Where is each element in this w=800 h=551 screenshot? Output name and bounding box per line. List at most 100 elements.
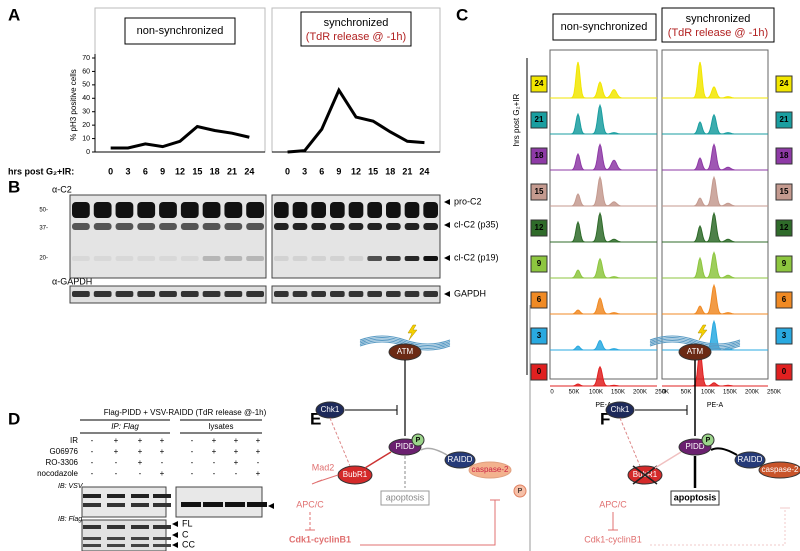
phospho-label: P	[706, 437, 711, 444]
node-label: ATM	[397, 347, 414, 356]
node-label: Chk1	[321, 405, 340, 414]
band	[292, 256, 308, 261]
y-tick-label: 20	[82, 122, 90, 129]
box	[661, 49, 769, 380]
band	[153, 525, 171, 529]
band	[72, 223, 90, 230]
band	[180, 291, 199, 297]
x-tick-label: 100K	[701, 390, 715, 396]
band-label: pro-C2	[454, 196, 482, 206]
box	[300, 11, 412, 47]
panel-subtitle: (TdR release @ -1h)	[668, 27, 768, 39]
band	[107, 544, 125, 547]
band	[153, 494, 171, 498]
band	[131, 503, 149, 507]
band	[386, 256, 401, 261]
band	[348, 291, 364, 297]
arrow	[444, 291, 450, 297]
box	[530, 75, 548, 93]
x-tick-label: 18	[385, 166, 395, 176]
band	[311, 256, 326, 261]
arrow	[268, 503, 274, 509]
sign: -	[191, 436, 194, 445]
hour-label: 21	[535, 115, 544, 124]
histogram	[550, 143, 657, 171]
panel-letter: A	[8, 5, 20, 24]
node	[758, 461, 800, 479]
band	[330, 256, 345, 261]
x-tick-label: 24	[419, 166, 429, 176]
band	[153, 537, 171, 540]
y-tick-label: 50	[82, 82, 90, 89]
sign: +	[114, 447, 119, 456]
band	[115, 291, 134, 297]
sign: -	[91, 436, 94, 445]
x-tick-label: 0	[662, 390, 666, 396]
x-axis-label: PE-A	[595, 402, 612, 409]
sign: +	[256, 469, 261, 478]
box	[530, 219, 548, 237]
box	[775, 147, 793, 165]
box	[530, 111, 548, 129]
x-tick-label: 12	[175, 166, 185, 176]
band	[274, 256, 289, 261]
band	[115, 202, 134, 218]
sign: -	[115, 469, 118, 478]
mw-marker: 20-	[39, 256, 48, 262]
x-tick-label: 6	[143, 166, 148, 176]
y-tick-label: 40	[82, 95, 90, 102]
antibody-label: α-GAPDH	[52, 276, 92, 286]
sign: +	[138, 436, 143, 445]
y-tick-label: 10	[82, 135, 90, 142]
y-tick-label: 0	[86, 149, 90, 156]
hour-label: 0	[782, 367, 787, 376]
x-axis-label: hrs post G₂+IR:	[8, 166, 74, 176]
band	[203, 502, 223, 507]
box	[549, 49, 658, 380]
hour-label: 3	[782, 331, 787, 340]
band	[93, 223, 112, 230]
band-label: cl-C2 (p19)	[454, 252, 499, 262]
row-label: nocodazole	[37, 469, 78, 478]
band	[311, 291, 326, 297]
histogram	[550, 339, 657, 351]
band	[93, 291, 112, 297]
band	[274, 223, 289, 230]
arrow	[444, 255, 450, 261]
histogram	[550, 175, 657, 207]
sign: +	[256, 447, 261, 456]
node	[734, 451, 766, 469]
band	[246, 256, 264, 261]
inhibition	[360, 500, 496, 546]
x-tick-label: 150K	[611, 390, 625, 396]
node-label: caspase-2	[762, 465, 799, 474]
band	[386, 202, 401, 218]
histogram	[662, 61, 768, 99]
box	[661, 7, 775, 43]
x-tick-label: 50K	[569, 390, 580, 396]
dna	[649, 337, 741, 346]
dna	[649, 338, 741, 348]
x-tick-label: 24	[244, 166, 254, 176]
x-tick-label: 15	[192, 166, 202, 176]
blot-label: IB: VSV	[58, 483, 84, 490]
node-label: Mad2	[312, 462, 335, 472]
antibody-label: α-C2	[52, 184, 72, 194]
band	[423, 256, 438, 261]
x-tick-label: 250K	[767, 390, 781, 396]
box	[775, 327, 793, 345]
x-tick-label: 21	[402, 166, 412, 176]
band	[386, 223, 401, 230]
band	[311, 223, 326, 230]
band	[137, 223, 156, 230]
box	[380, 490, 430, 506]
histogram	[662, 175, 768, 207]
panel-letter: B	[8, 177, 20, 196]
band-label: cl-C2 (p35)	[454, 219, 499, 229]
hour-label: 0	[537, 367, 542, 376]
box	[530, 183, 548, 201]
band	[181, 502, 201, 507]
band	[137, 291, 156, 297]
band-label: C	[182, 529, 189, 539]
sign: +	[160, 436, 165, 445]
